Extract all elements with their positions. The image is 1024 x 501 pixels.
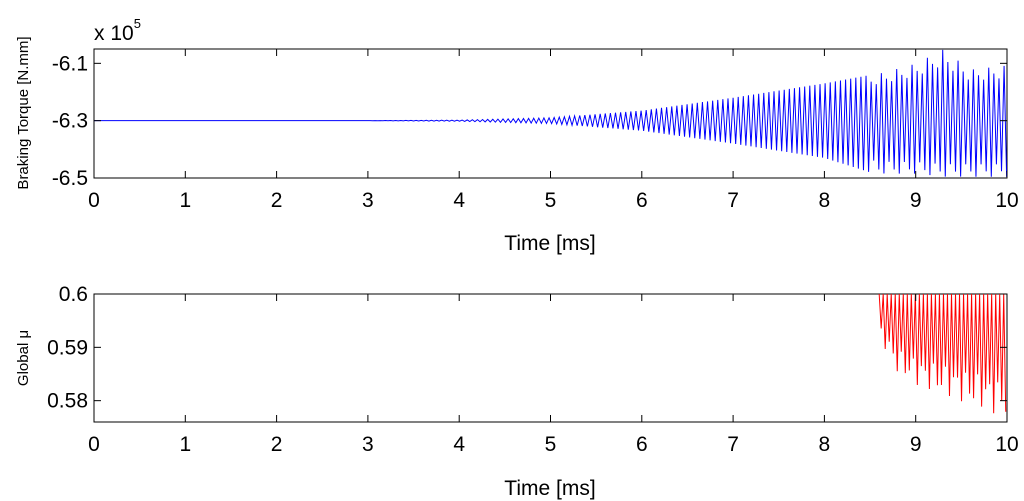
mu-x-tick-label: 3 bbox=[362, 433, 374, 456]
mu-plot-area bbox=[93, 293, 1008, 423]
mu-x-tick-label: 6 bbox=[636, 433, 648, 456]
mu-x-tick-label: 8 bbox=[819, 433, 831, 456]
mu-x-label: Time [ms] bbox=[504, 477, 595, 500]
torque-x-tick-label: 7 bbox=[727, 189, 739, 212]
torque-x-tick-label: 6 bbox=[636, 189, 648, 212]
mu-x-tick-label: 4 bbox=[453, 433, 465, 456]
mu-y-ticks: 0.58 0.59 0.6 bbox=[47, 283, 1007, 413]
mu-y-label: Global μ bbox=[15, 330, 32, 386]
torque-x-tick-label: 8 bbox=[819, 189, 831, 212]
mu-x-tick-label: 5 bbox=[545, 433, 557, 456]
torque-y-tick-label: -6.1 bbox=[52, 52, 88, 75]
mu-x-tick-label: 0 bbox=[88, 433, 100, 456]
mu-y-tick-label: 0.58 bbox=[47, 390, 88, 413]
multiplier-base: x 10 bbox=[94, 22, 134, 45]
torque-x-tick-label: 5 bbox=[545, 189, 557, 212]
torque-y-label: Braking Torque [N.mm] bbox=[15, 36, 32, 189]
torque-y-tick-label: -6.5 bbox=[52, 167, 88, 190]
torque-y-tick-label: -6.3 bbox=[52, 110, 88, 133]
mu-x-tick-label: 1 bbox=[179, 433, 191, 456]
mu-y-tick-label: 0.6 bbox=[59, 283, 88, 306]
torque-y-multiplier: x 105 bbox=[94, 16, 141, 45]
mu-axes: 0 1 2 3 4 5 6 7 8 9 10 0.58 0.59 0.6 Time [ms] Globa… bbox=[15, 283, 1019, 500]
torque-x-label: Time [ms] bbox=[504, 232, 595, 255]
mu-x-tick-label: 7 bbox=[727, 433, 739, 456]
multiplier-exponent: 5 bbox=[134, 16, 141, 31]
mu-y-tick-label: 0.59 bbox=[47, 336, 88, 359]
mu-x-tick-label: 10 bbox=[995, 433, 1018, 456]
torque-x-tick-label: 10 bbox=[995, 189, 1018, 212]
mu-x-tick-label: 2 bbox=[271, 433, 283, 456]
torque-y-ticks: -6.5 -6.3 -6.1 bbox=[52, 52, 1007, 190]
torque-series bbox=[94, 49, 1008, 177]
torque-x-tick-label: 3 bbox=[362, 189, 374, 212]
mu-series bbox=[878, 293, 1007, 414]
mu-series-line bbox=[878, 293, 1007, 414]
torque-x-tick-label: 9 bbox=[910, 189, 922, 212]
torque-x-tick-label: 4 bbox=[453, 189, 465, 212]
torque-x-ticks: 0 1 2 3 4 5 6 7 8 9 10 bbox=[88, 49, 1019, 212]
mu-x-tick-label: 9 bbox=[910, 433, 922, 456]
torque-x-tick-label: 2 bbox=[271, 189, 283, 212]
torque-x-tick-label: 1 bbox=[179, 189, 191, 212]
torque-x-tick-label: 0 bbox=[88, 189, 100, 212]
torque-axes: 0 1 2 3 4 5 6 7 8 9 10 -6.5 -6.3 -6.1 Time [ms] Brak… bbox=[15, 16, 1019, 255]
torque-series-line bbox=[94, 49, 1008, 177]
mu-x-ticks: 0 1 2 3 4 5 6 7 8 9 10 bbox=[88, 294, 1019, 456]
